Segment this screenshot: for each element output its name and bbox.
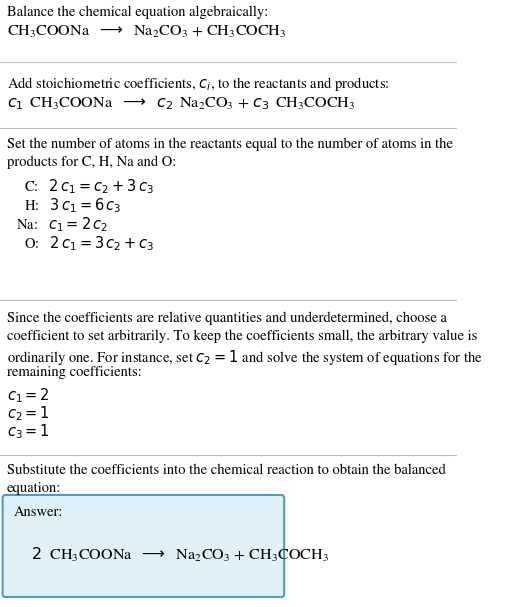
Text: O:   $2\,c_1 = 3\,c_2 + c_3$: O: $2\,c_1 = 3\,c_2 + c_3$	[24, 234, 154, 253]
Text: remaining coefficients:: remaining coefficients:	[7, 366, 142, 379]
Text: Add stoichiometric coefficients, $c_i$, to the reactants and products:: Add stoichiometric coefficients, $c_i$, …	[7, 75, 389, 93]
Text: equation:: equation:	[7, 482, 61, 495]
FancyBboxPatch shape	[3, 495, 284, 597]
Text: $2\;$ $\mathregular{CH_3COONa}$  $\longrightarrow$  $\mathregular{Na_2CO_3}$ + $: $2\;$ $\mathregular{CH_3COONa}$ $\longri…	[31, 546, 329, 564]
Text: $c_2 = 1$: $c_2 = 1$	[7, 404, 50, 422]
Text: Set the number of atoms in the reactants equal to the number of atoms in the: Set the number of atoms in the reactants…	[7, 138, 453, 151]
Text: H:   $3\,c_1 = 6\,c_3$: H: $3\,c_1 = 6\,c_3$	[24, 196, 122, 215]
Text: C:   $2\,c_1 = c_2 + 3\,c_3$: C: $2\,c_1 = c_2 + 3\,c_3$	[24, 177, 154, 195]
Text: $c_3 = 1$: $c_3 = 1$	[7, 422, 50, 441]
Text: Substitute the coefficients into the chemical reaction to obtain the balanced: Substitute the coefficients into the che…	[7, 464, 445, 477]
Text: Since the coefficients are relative quantities and underdetermined, choose a: Since the coefficients are relative quan…	[7, 312, 447, 325]
Text: Balance the chemical equation algebraically:: Balance the chemical equation algebraica…	[7, 6, 268, 19]
Text: ordinarily one. For instance, set $c_2 = 1$ and solve the system of equations fo: ordinarily one. For instance, set $c_2 =…	[7, 348, 483, 367]
Text: $c_1 = 2$: $c_1 = 2$	[7, 386, 50, 405]
Text: $c_1\,$ $\mathregular{CH_3COONa}$  $\longrightarrow$  $c_2\,$ $\mathregular{Na_2: $c_1\,$ $\mathregular{CH_3COONa}$ $\long…	[7, 95, 355, 112]
Text: $\mathregular{CH_3COONa}$  $\longrightarrow$  $\mathregular{Na_2CO_3}$ + $\mathr: $\mathregular{CH_3COONa}$ $\longrightarr…	[7, 24, 286, 40]
Text: coefficient to set arbitrarily. To keep the coefficients small, the arbitrary va: coefficient to set arbitrarily. To keep …	[7, 330, 477, 344]
Text: Na:   $c_1 = 2\,c_2$: Na: $c_1 = 2\,c_2$	[15, 215, 108, 234]
Text: Answer:: Answer:	[14, 506, 63, 520]
Text: products for C, H, Na and O:: products for C, H, Na and O:	[7, 156, 176, 169]
